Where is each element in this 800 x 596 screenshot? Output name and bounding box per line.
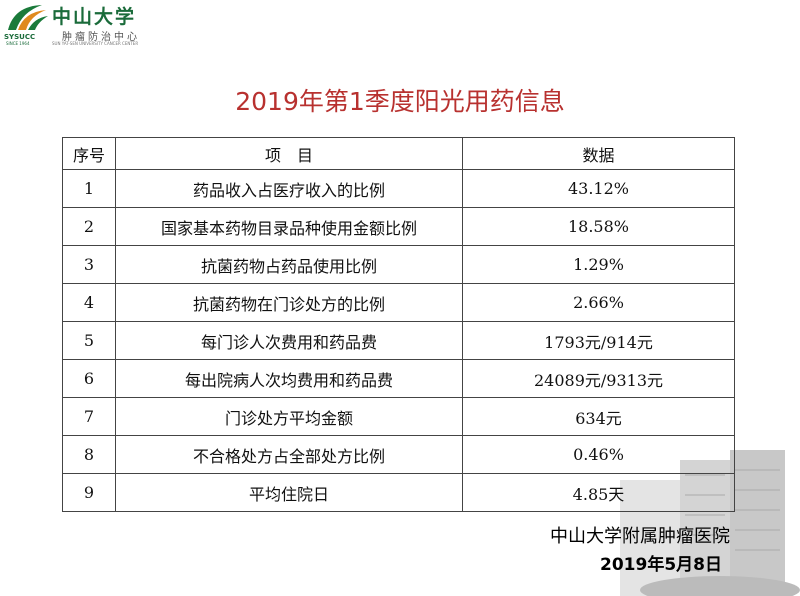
table-row: 5 每门诊人次费用和药品费 1793元/914元	[62, 321, 735, 360]
table-cell: 1	[62, 169, 116, 208]
table-row: 3 抗菌药物占药品使用比例 1.29%	[62, 245, 735, 284]
table-cell: 43.12%	[462, 169, 735, 208]
table-cell: 634元	[462, 397, 735, 436]
table-cell: 1.29%	[462, 245, 735, 284]
logo-abbr: SYSUCC	[4, 33, 36, 41]
table-cell: 抗菌药物在门诊处方的比例	[115, 283, 463, 322]
logo-subtitle: 肿瘤防治中心	[62, 32, 140, 43]
header-cell: 数据	[462, 137, 735, 170]
footer-org: 中山大学附属肿瘤医院	[550, 526, 730, 547]
table-row: 1 药品收入占医疗收入的比例 43.12%	[62, 169, 735, 208]
table-cell: 4.85天	[462, 473, 735, 512]
table-cell: 2	[62, 207, 116, 246]
table-cell: 不合格处方占全部处方比例	[115, 435, 463, 474]
logo-since: SINCE 1964	[6, 41, 30, 46]
table-cell: 门诊处方平均金额	[115, 397, 463, 436]
table-row: 2 国家基本药物目录品种使用金额比例 18.58%	[62, 207, 735, 246]
table-cell: 7	[62, 397, 116, 436]
table-cell: 0.46%	[462, 435, 735, 474]
table-row: 6 每出院病人次均费用和药品费 24089元/9313元	[62, 359, 735, 398]
header-cell: 序号	[62, 137, 116, 170]
table-cell: 平均住院日	[115, 473, 463, 512]
table-cell: 18.58%	[462, 207, 735, 246]
header-cell: 项 目	[115, 137, 463, 170]
table-row: 8 不合格处方占全部处方比例 0.46%	[62, 435, 735, 474]
table-cell: 5	[62, 321, 116, 360]
table-cell: 6	[62, 359, 116, 398]
table-cell: 4	[62, 283, 116, 322]
table-row: 4 抗菌药物在门诊处方的比例 2.66%	[62, 283, 735, 322]
table-cell: 抗菌药物占药品使用比例	[115, 245, 463, 284]
table-cell: 药品收入占医疗收入的比例	[115, 169, 463, 208]
logo-icon	[8, 5, 48, 30]
data-table: 序号项 目数据 1 药品收入占医疗收入的比例 43.12% 2 国家基本药物目录品种使用…	[62, 137, 735, 512]
table-cell: 9	[62, 473, 116, 512]
table-cell: 每出院病人次均费用和药品费	[115, 359, 463, 398]
footer-date: 2019年5月8日	[600, 555, 722, 575]
title: 2019年第1季度阳光用药信息	[235, 87, 565, 116]
header-row: 序号项 目数据	[62, 137, 735, 170]
table-row: 9 平均住院日 4.85天	[62, 473, 735, 512]
table-cell: 24089元/9313元	[462, 359, 735, 398]
table-row: 7 门诊处方平均金额 634元	[62, 397, 735, 436]
logo-english: SUN YAT-SEN UNIVERSITY CANCER CENTER	[52, 41, 139, 46]
table-cell: 3	[62, 245, 116, 284]
table-cell: 2.66%	[462, 283, 735, 322]
table-cell: 国家基本药物目录品种使用金额比例	[115, 207, 463, 246]
table-cell: 8	[62, 435, 116, 474]
table-cell: 1793元/914元	[462, 321, 735, 360]
table-cell: 每门诊人次费用和药品费	[115, 321, 463, 360]
logo-name: 中山大学	[52, 6, 137, 28]
